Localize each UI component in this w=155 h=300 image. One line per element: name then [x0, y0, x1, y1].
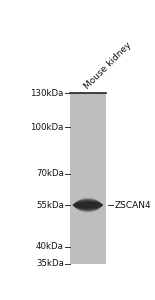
Text: 55kDa: 55kDa — [36, 201, 64, 210]
Text: 35kDa: 35kDa — [36, 260, 64, 268]
Ellipse shape — [73, 202, 103, 208]
Text: Mouse kidney: Mouse kidney — [83, 41, 133, 92]
Text: 70kDa: 70kDa — [36, 169, 64, 178]
Text: 100kDa: 100kDa — [30, 123, 64, 132]
Text: 130kDa: 130kDa — [30, 88, 64, 98]
Text: ZSCAN4: ZSCAN4 — [114, 201, 151, 210]
Ellipse shape — [74, 199, 102, 211]
Ellipse shape — [73, 200, 102, 210]
Text: 40kDa: 40kDa — [36, 242, 64, 251]
Bar — [70, 93, 106, 264]
Ellipse shape — [75, 198, 101, 212]
